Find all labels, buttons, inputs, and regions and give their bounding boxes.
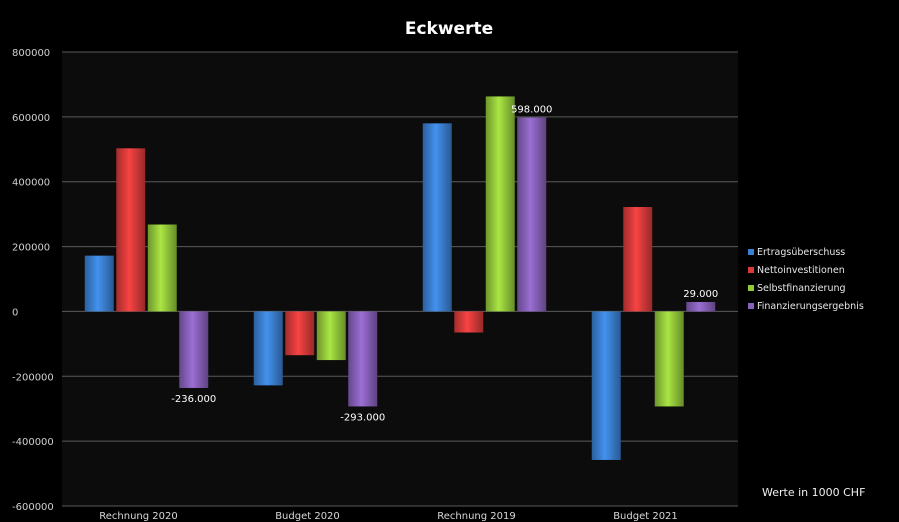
bar [316, 311, 346, 361]
y-tick-label: -200000 [12, 372, 54, 383]
legend-label: Nettoinvestitionen [757, 265, 845, 276]
bar [485, 96, 515, 312]
x-tick-label: Rechnung 2019 [437, 511, 515, 522]
legend-swatch [748, 249, 754, 255]
bar [253, 311, 283, 386]
data-label: 598.000 [511, 105, 552, 116]
gridlines: -600000 -400000 -200000 0 200000 400000 600000… [12, 48, 738, 513]
y-tick-label: -400000 [12, 437, 54, 448]
y-tick-label: 400000 [12, 178, 50, 189]
x-tick-label: Budget 2020 [275, 511, 340, 522]
legend-swatch [748, 303, 754, 309]
x-tick-label: Budget 2021 [613, 511, 678, 522]
bar [116, 148, 146, 312]
units-note: Werte in 1000 CHF [762, 486, 865, 499]
legend-label: Finanzierungsergebnis [757, 301, 864, 312]
bar [179, 311, 209, 388]
bar [454, 311, 484, 333]
y-tick-label: 800000 [12, 48, 50, 59]
bar [623, 207, 653, 312]
bar [147, 224, 177, 312]
y-tick-label: 600000 [12, 113, 50, 124]
legend-label: Selbstfinanzierung [757, 283, 846, 294]
legend-label: Ertragsüberschuss [757, 247, 845, 258]
bar [591, 311, 621, 460]
data-label: -293.000 [340, 412, 385, 423]
bars: Rechnung 2020 Budget 2020 Rechnung 2019 Bud… [84, 96, 716, 522]
bar [422, 123, 452, 312]
legend: Ertragsüberschuss Nettoinvestitionen Selbs… [748, 247, 864, 312]
bar [654, 311, 684, 407]
y-tick-label: 0 [12, 307, 18, 318]
x-tick-label: Rechnung 2020 [99, 511, 177, 522]
bar [517, 117, 547, 312]
chart-title: Eckwerte [405, 19, 493, 39]
data-label: 29.000 [683, 289, 718, 300]
legend-swatch [748, 267, 754, 273]
y-tick-label: 200000 [12, 243, 50, 254]
legend-swatch [748, 285, 754, 291]
data-labels: -236.000 -293.000 598.000 29.000 [171, 105, 718, 424]
data-label: -236.000 [171, 394, 216, 405]
bar [348, 311, 378, 407]
bar [285, 311, 315, 356]
bar [686, 302, 716, 312]
y-tick-label: -600000 [12, 502, 54, 513]
bar [84, 255, 114, 312]
